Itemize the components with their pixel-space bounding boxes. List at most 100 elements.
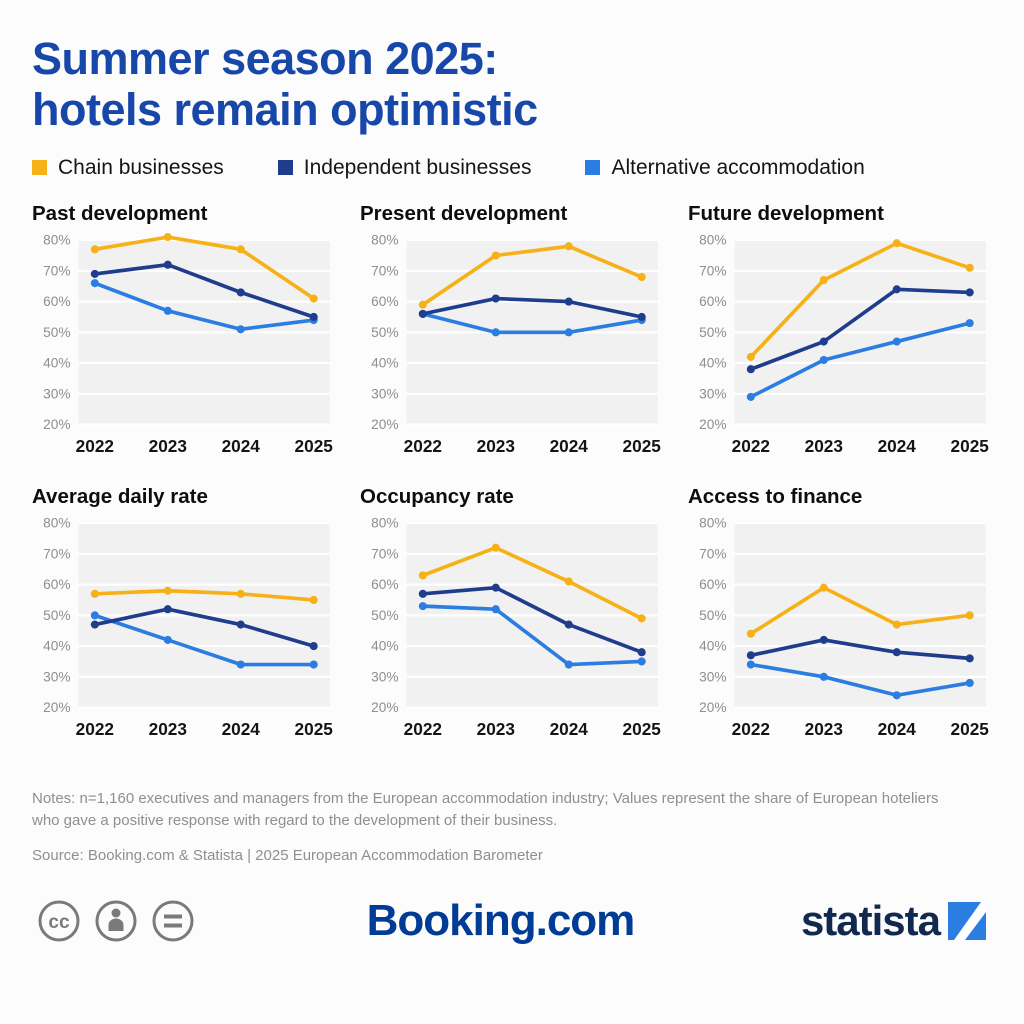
line-chart-present-development: 20% 30% 40% 50% 60% 70% 80% 2022 2023 2024 2025 (371, 232, 662, 456)
svg-text:2024: 2024 (878, 719, 917, 739)
svg-text:2024: 2024 (550, 436, 589, 456)
svg-text:2022: 2022 (732, 719, 770, 739)
svg-text:40%: 40% (43, 638, 70, 653)
line-chart-future-development: 20% 30% 40% 50% 60% 70% 80% 2022 2023 2024 2025 (699, 232, 990, 456)
svg-text:30%: 30% (371, 669, 398, 684)
chart-title: Present development (360, 201, 568, 225)
chart-panel-average-daily-rate: Average daily rate 20% 30% 40% 50% 60% 70% 80%… (32, 485, 336, 752)
svg-text:50%: 50% (43, 325, 70, 340)
svg-text:40%: 40% (699, 355, 726, 370)
chart-title: Occupancy rate (360, 484, 514, 508)
svg-text:2023: 2023 (477, 436, 515, 456)
chart-title: Access to finance (688, 484, 863, 508)
svg-text:80%: 80% (699, 232, 726, 247)
booking-logo: Booking.com (366, 896, 636, 946)
legend-label: Alternative accommodation (611, 155, 865, 179)
svg-text:2025: 2025 (623, 436, 662, 456)
svg-text:40%: 40% (371, 355, 398, 370)
svg-text:20%: 20% (43, 700, 70, 715)
legend-item-chain: Chain businesses (32, 156, 224, 180)
title-line-2: hotels remain optimistic (32, 83, 538, 135)
svg-text:20%: 20% (371, 417, 398, 432)
attribution-icon (95, 900, 137, 942)
svg-text:2023: 2023 (805, 436, 843, 456)
svg-text:80%: 80% (699, 516, 726, 531)
svg-text:60%: 60% (699, 294, 726, 309)
svg-text:60%: 60% (371, 577, 398, 592)
svg-text:20%: 20% (43, 417, 70, 432)
chart-title: Average daily rate (32, 484, 208, 508)
svg-text:2022: 2022 (76, 436, 114, 456)
chart-panel-access-to-finance: Access to finance 20% 30% 40% 50% 60% 70% 80% 2… (688, 485, 992, 752)
svg-text:50%: 50% (43, 608, 70, 623)
svg-text:30%: 30% (699, 669, 726, 684)
svg-text:cc: cc (48, 912, 70, 933)
statista-logo: statista (801, 897, 986, 945)
independent-swatch-icon (277, 160, 293, 176)
svg-text:2024: 2024 (878, 436, 917, 456)
svg-text:20%: 20% (699, 700, 726, 715)
alternative-swatch-icon (585, 160, 601, 176)
svg-text:2022: 2022 (404, 436, 442, 456)
statista-mark-icon (948, 902, 986, 941)
svg-text:60%: 60% (43, 577, 70, 592)
svg-text:2025: 2025 (295, 436, 334, 456)
svg-text:30%: 30% (43, 386, 70, 401)
svg-text:70%: 70% (43, 263, 70, 278)
legend-label: Chain businesses (58, 155, 224, 179)
svg-text:80%: 80% (371, 232, 398, 247)
svg-text:2025: 2025 (623, 719, 662, 739)
svg-text:2024: 2024 (550, 719, 589, 739)
cc-license-icons: cc (38, 900, 194, 942)
svg-text:40%: 40% (699, 638, 726, 653)
line-chart-average-daily-rate: 20% 30% 40% 50% 60% 70% 80% 2022 2023 2024 2025 (43, 516, 334, 739)
svg-text:2023: 2023 (805, 719, 843, 739)
line-chart-access-to-finance: 20% 30% 40% 50% 60% 70% 80% 2022 2023 2024 2025 (699, 516, 990, 739)
svg-text:50%: 50% (699, 325, 726, 340)
legend-item-alternative: Alternative accommodation (585, 155, 865, 180)
title-line-1: Summer season 2025: (32, 33, 498, 84)
legend: Chain businesses Independent businesses … (32, 156, 992, 180)
svg-text:80%: 80% (43, 516, 70, 531)
line-chart-past-development: 20% 30% 40% 50% 60% 70% 80% 2022 2023 2024 2025 (43, 232, 334, 456)
infographic: Summer season 2025: hotels remain optimi… (32, 33, 992, 948)
svg-text:20%: 20% (699, 417, 726, 432)
notes-text: Notes: n=1,160 executives and managers f… (32, 789, 939, 829)
svg-text:2023: 2023 (149, 719, 187, 739)
svg-text:40%: 40% (371, 638, 398, 653)
svg-text:80%: 80% (43, 232, 70, 247)
svg-text:60%: 60% (43, 294, 70, 309)
legend-item-independent: Independent businesses (277, 155, 532, 180)
svg-text:30%: 30% (371, 386, 398, 401)
svg-text:2025: 2025 (295, 719, 334, 739)
svg-text:2022: 2022 (76, 719, 114, 739)
legend-label: Independent businesses (303, 155, 532, 179)
svg-text:30%: 30% (43, 669, 70, 684)
svg-text:2024: 2024 (222, 436, 261, 456)
chain-swatch-icon (32, 160, 47, 176)
svg-text:70%: 70% (699, 263, 726, 278)
svg-text:60%: 60% (699, 577, 726, 592)
svg-text:70%: 70% (43, 546, 70, 561)
line-chart-occupancy-rate: 20% 30% 40% 50% 60% 70% 80% 2022 2023 2024 2025 (371, 516, 662, 739)
page-title: Summer season 2025: hotels remain optimi… (32, 33, 992, 136)
svg-text:30%: 30% (699, 386, 726, 401)
svg-text:2023: 2023 (149, 436, 187, 456)
svg-text:2025: 2025 (951, 436, 990, 456)
svg-text:50%: 50% (699, 608, 726, 623)
chart-panel-occupancy-rate: Occupancy rate 20% 30% 40% 50% 60% 70% 80% 2022… (360, 485, 664, 752)
svg-text:2022: 2022 (404, 719, 442, 739)
chart-panel-present-development: Present development 20% 30% 40% 50% 60% 70% 80… (360, 202, 664, 469)
chart-panel-future-development: Future development 20% 30% 40% 50% 60% 70% 80%… (688, 202, 992, 469)
equal-icon (152, 900, 194, 942)
svg-text:50%: 50% (371, 325, 398, 340)
cc-icon: cc (38, 900, 80, 942)
source-text: Source: Booking.com & Statista | 2025 Eu… (32, 847, 543, 865)
svg-text:2023: 2023 (477, 719, 515, 739)
svg-text:50%: 50% (371, 608, 398, 623)
svg-text:2025: 2025 (951, 719, 990, 739)
svg-text:2022: 2022 (732, 436, 770, 456)
footer: cc Booking.com statista (32, 894, 992, 948)
svg-text:70%: 70% (371, 546, 398, 561)
svg-text:70%: 70% (699, 546, 726, 561)
